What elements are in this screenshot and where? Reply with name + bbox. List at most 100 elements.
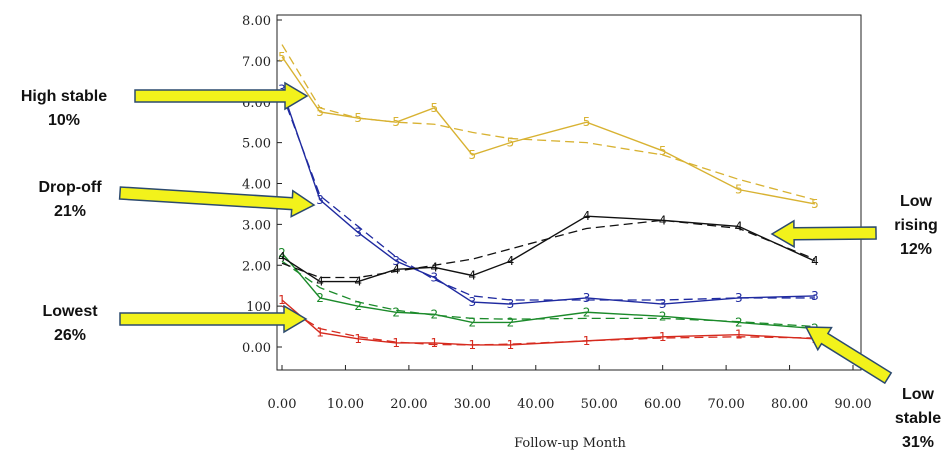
annotation-high-stable: High stable 10% (21, 88, 107, 129)
y-tick-label: 7.00 (242, 55, 271, 70)
data-point-2: 2 (278, 246, 286, 260)
annotation-lowest: Lowest 26% (42, 303, 98, 344)
fitted-line-2 (281, 260, 815, 328)
annotation-low-rising: Low rising 12% (894, 193, 938, 258)
data-point-1: 1 (392, 336, 400, 350)
x-tick-label: 80.00 (771, 397, 808, 412)
data-point-3: 3 (469, 295, 477, 309)
data-point-3: 3 (735, 291, 743, 305)
data-point-5: 5 (659, 144, 667, 158)
data-point-4: 4 (392, 262, 400, 276)
observed-line-4 (281, 215, 816, 283)
x-tick-label: 20.00 (390, 397, 427, 412)
x-tick-label: 70.00 (708, 397, 745, 412)
annotation-drop-off: Drop-off 21% (38, 179, 102, 220)
y-tick-label: 0.00 (242, 341, 271, 356)
x-tick-label: 0.00 (268, 397, 297, 412)
series-4: 4 4 4 4 4 4 4 4 4 4 4 (278, 209, 819, 288)
data-point-3: 3 (354, 226, 362, 240)
observed-line-5 (281, 56, 816, 205)
data-point-1: 1 (354, 332, 362, 346)
data-point-1: 1 (659, 330, 667, 344)
data-point-3: 3 (583, 291, 591, 305)
arrow-high-stable (134, 81, 309, 111)
data-point-4: 4 (316, 275, 324, 289)
data-point-2: 2 (659, 309, 667, 323)
data-point-3: 3 (316, 193, 324, 207)
data-point-4: 4 (354, 275, 362, 289)
y-tick-label: 5.00 (242, 137, 271, 152)
data-point-4: 4 (469, 268, 477, 282)
data-point-5: 5 (507, 136, 515, 150)
data-point-4: 4 (735, 219, 743, 233)
x-tick-label: 10.00 (327, 397, 364, 412)
y-tick-label: 100 (246, 300, 271, 315)
x-tick-label: 50.00 (581, 397, 618, 412)
arrow-lowest (119, 304, 308, 334)
data-point-5: 5 (583, 115, 591, 129)
data-point-2: 2 (735, 315, 743, 329)
data-point-4: 4 (430, 260, 438, 274)
series-5: 5 5 5 5 5 5 5 5 5 5 5 (278, 44, 819, 211)
data-point-2: 2 (583, 305, 591, 319)
data-point-5: 5 (811, 197, 819, 211)
data-point-3: 3 (430, 271, 438, 285)
observed-line-1 (281, 299, 815, 346)
data-point-4: 4 (278, 250, 286, 264)
data-point-4: 4 (583, 209, 591, 223)
observed-line-3 (281, 89, 815, 305)
plot-frame (276, 14, 862, 371)
data-point-2: 2 (469, 315, 477, 329)
data-point-4: 4 (507, 254, 515, 268)
data-point-1: 1 (469, 338, 477, 352)
data-point-5: 5 (278, 50, 286, 64)
arrow-low-stable (804, 326, 893, 385)
observed-line-2 (281, 252, 815, 330)
data-point-2: 2 (316, 291, 324, 305)
fitted-line-5 (281, 44, 816, 201)
annotation-low-stable: Low stable 31% (895, 386, 941, 451)
data-point-1: 1 (430, 336, 438, 350)
series-1: 11111111111 (278, 293, 819, 352)
data-point-3: 3 (507, 297, 515, 311)
data-point-5: 5 (735, 183, 743, 197)
data-point-2: 2 (430, 307, 438, 321)
data-point-5: 5 (354, 111, 362, 125)
data-point-1: 1 (278, 293, 286, 307)
y-tick-label: 3.00 (242, 218, 271, 233)
series-layer: 1111111111122222222222333333333334444444… (278, 44, 819, 352)
y-tick-label: 2.00 (242, 259, 271, 274)
data-point-3: 3 (811, 289, 819, 303)
data-point-4: 4 (811, 254, 819, 268)
data-point-2: 2 (354, 299, 362, 313)
data-point-5: 5 (469, 148, 477, 162)
data-point-3: 3 (659, 297, 667, 311)
series-3: 33333333333 (278, 82, 819, 311)
data-point-1: 1 (316, 326, 324, 340)
fitted-line-3 (281, 93, 815, 301)
data-point-3: 3 (392, 254, 400, 268)
data-point-1: 1 (507, 338, 515, 352)
y-tick-label: 8.00 (242, 14, 271, 29)
x-axis-label: Follow-up Month (514, 436, 626, 451)
y-tick-label: 4.00 (242, 178, 271, 193)
data-point-2: 2 (392, 305, 400, 319)
x-tick-label: 90.00 (834, 397, 871, 412)
x-tick-label: 30.00 (454, 397, 491, 412)
data-point-4: 4 (659, 213, 667, 227)
data-point-5: 5 (316, 105, 324, 119)
arrow-drop-off (118, 186, 316, 218)
annotation-layer: High stable 10% Drop-off 21% Lowest 26% Low ris… (21, 81, 941, 451)
x-axis: 0.00 10.00 20.00 30.00 40.00 50.00 60.00 70.00 8… (268, 365, 872, 412)
arrow-low-rising-body (770, 219, 877, 249)
data-point-2: 2 (507, 315, 515, 329)
data-point-1: 1 (583, 334, 591, 348)
series-2: 22222222222 (278, 246, 819, 336)
x-tick-label: 40.00 (517, 397, 554, 412)
data-point-5: 5 (430, 101, 438, 115)
data-point-5: 5 (392, 115, 400, 129)
data-point-1: 1 (735, 328, 743, 342)
x-tick-label: 60.00 (644, 397, 681, 412)
